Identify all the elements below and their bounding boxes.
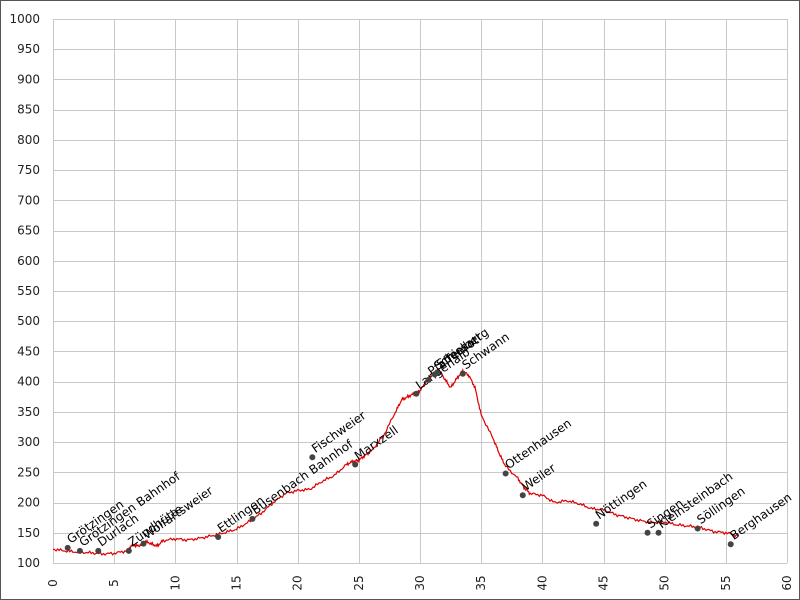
elevation-line [52,367,739,556]
x-axis-ticks: 0 5 10 15 20 25 30 35 40 45 50 55 60 [46,575,794,590]
place-marker [502,470,509,477]
y-tick-label: 550 [17,284,40,298]
place-marker [140,540,147,547]
x-tick-label: 35 [474,575,488,590]
y-tick-label: 250 [17,465,40,479]
place-marker [727,541,734,548]
place-marker [95,547,102,554]
y-tick-label: 300 [17,435,40,449]
place-marker [519,492,526,499]
x-tick-label: 55 [719,575,733,590]
y-tick-label: 700 [17,193,40,207]
x-tick-label: 15 [230,575,244,590]
place-marker [125,547,132,554]
y-tick-label: 850 [17,103,40,117]
place-marker [215,534,222,541]
y-tick-label: 650 [17,224,40,238]
y-tick-label: 350 [17,405,40,419]
y-tick-label: 1000 [9,12,40,26]
place-marker [434,369,441,376]
y-tick-label: 900 [17,72,40,86]
y-tick-label: 450 [17,344,40,358]
x-tick-label: 45 [597,575,611,590]
y-tick-label: 500 [17,314,40,328]
place-marker [309,454,316,461]
grid [53,19,788,564]
x-tick-label: 10 [168,575,182,590]
x-tick-label: 5 [107,579,121,587]
place-marker [413,390,420,397]
y-tick-label: 150 [17,526,40,540]
x-tick-label: 30 [413,575,427,590]
x-tick-label: 0 [46,579,60,587]
place-marker [425,376,432,383]
y-tick-label: 100 [17,556,40,570]
y-tick-label: 600 [17,254,40,268]
place-marker [76,547,83,554]
place-marker [64,544,71,551]
x-tick-label: 25 [352,575,366,590]
place-marker [249,515,256,522]
y-tick-label: 950 [17,42,40,56]
y-tick-label: 400 [17,375,40,389]
x-tick-label: 20 [291,575,305,590]
place-marker [593,520,600,527]
place-marker [459,370,466,377]
y-tick-label: 750 [17,163,40,177]
place-marker [694,525,701,532]
y-tick-label: 800 [17,133,40,147]
y-tick-label: 200 [17,496,40,510]
x-tick-label: 60 [780,575,794,590]
place-marker [655,529,662,536]
x-tick-label: 40 [535,575,549,590]
y-axis-ticks: 100 150 200 250 300 350 400 450 500 550 600 650 700 7… [9,12,40,570]
place-marker [644,529,651,536]
x-tick-label: 50 [658,575,672,590]
place-marker [352,461,359,468]
